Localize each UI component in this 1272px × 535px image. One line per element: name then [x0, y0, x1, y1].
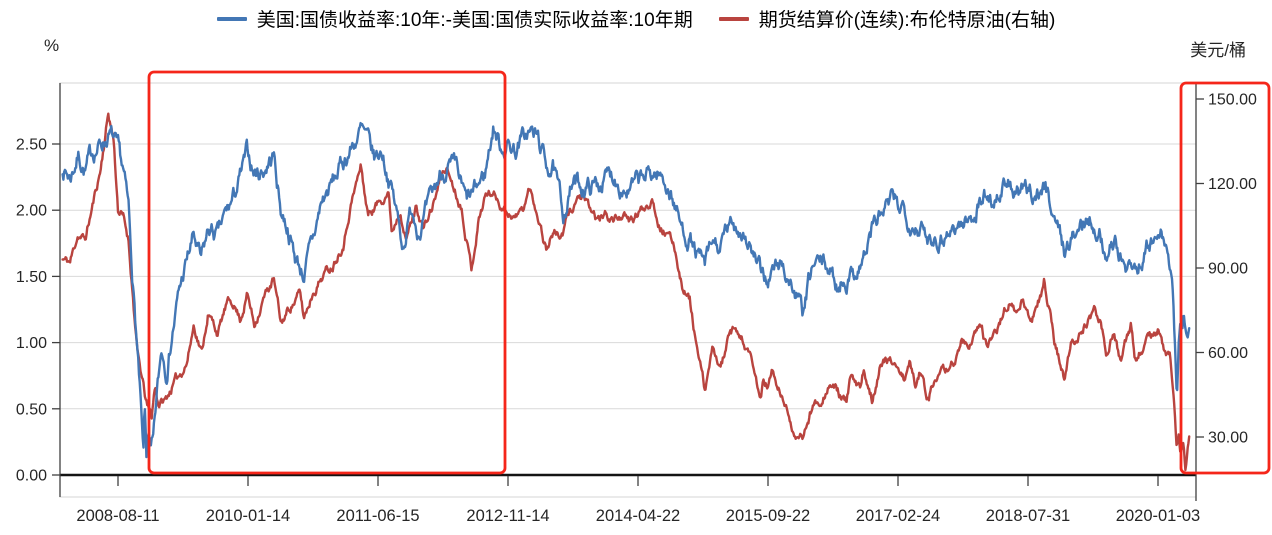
series-line-breakeven [61, 121, 1191, 459]
right-axis-tick-label: 60.00 [1208, 345, 1248, 362]
left-axis-tick-label: 2.50 [16, 137, 47, 154]
right-axis-tick-label: 30.00 [1208, 430, 1248, 447]
legend-swatch-brent [718, 16, 749, 21]
legend-label-breakeven: 美国:国债收益率:10年:-美国:国债实际收益率:10年期 [256, 10, 693, 31]
legend-item-breakeven[interactable]: 美国:国债收益率:10年:-美国:国债实际收益率:10年期 [216, 5, 693, 32]
x-axis-tick-label: 2010-01-14 [206, 507, 290, 525]
left-axis-tick-label: 0.50 [16, 401, 47, 418]
left-axis-tick-label: 0.00 [16, 468, 47, 485]
x-axis-tick-label: 2008-08-11 [76, 507, 159, 525]
plot-border [59, 82, 1197, 498]
legend: 美国:国债收益率:10年:-美国:国债实际收益率:10年期 期货结算价(连续):… [0, 5, 1272, 32]
right-axis-tick-label: 90.00 [1208, 260, 1248, 277]
x-axis-tick-label: 2014-04-22 [596, 507, 680, 525]
legend-item-brent[interactable]: 期货结算价(连续):布伦特原油(右轴) [718, 5, 1056, 32]
legend-swatch-breakeven [216, 16, 247, 21]
x-axis-tick-label: 2017-02-24 [856, 507, 940, 525]
annotation-box-2 [1179, 81, 1271, 475]
right-axis-tick-label: 120.00 [1208, 176, 1257, 193]
left-axis-tick-label: 2.00 [16, 203, 47, 220]
x-axis-tick-label: 2012-11-14 [466, 507, 549, 525]
left-axis-unit-label: % [44, 36, 60, 55]
left-axis-tick-label: 1.00 [16, 335, 47, 352]
x-axis-tick-label: 2011-06-15 [336, 507, 419, 525]
x-axis-tick-label: 2018-07-31 [986, 507, 1070, 525]
x-axis-tick-label: 2020-01-03 [1116, 507, 1200, 525]
x-axis-tick-label: 2015-09-22 [726, 507, 810, 525]
right-axis-tick-label: 150.00 [1208, 91, 1257, 108]
right-axis-unit-label: 美元/桶 [1190, 41, 1246, 60]
annotation-box-1 [147, 70, 507, 475]
legend-label-brent: 期货结算价(连续):布伦特原油(右轴) [758, 10, 1056, 31]
series-line-brent [61, 112, 1191, 472]
left-axis-tick-label: 1.50 [16, 269, 47, 286]
